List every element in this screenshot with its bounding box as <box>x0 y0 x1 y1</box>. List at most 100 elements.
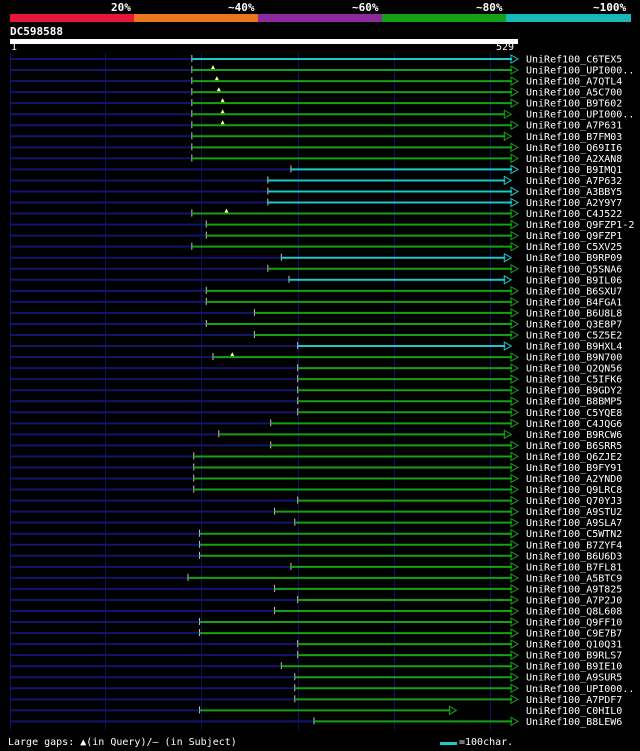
hit-label: UniRef100_Q3E8P7 <box>526 319 622 330</box>
hit-label: UniRef100_B6U8L8 <box>526 308 622 319</box>
hit-arrowhead <box>510 473 520 484</box>
hit-label: UniRef100_B9RCW6 <box>526 430 622 441</box>
hit-label: UniRef100_B9HXL4 <box>526 342 622 353</box>
hit-label: UniRef100_C5WTN2 <box>526 529 622 540</box>
hit-label: UniRef100_Q69II6 <box>526 143 622 154</box>
hit-label: UniRef100_Q70YJ3 <box>526 496 622 507</box>
hit-label: UniRef100_UPI000.. <box>526 110 634 121</box>
hit-arrowhead <box>510 661 520 672</box>
hit-label: UniRef100_B8LEW6 <box>526 717 622 728</box>
hit-arrowhead <box>510 506 520 517</box>
hit-label: UniRef100_B9IMQ1 <box>526 165 622 176</box>
hit-arrowhead <box>510 98 520 109</box>
hit-label: UniRef100_A2YND0 <box>526 474 622 485</box>
hit-arrowhead <box>510 219 520 230</box>
hit-label: UniRef100_C6TEX5 <box>526 55 622 66</box>
hit-label: UniRef100_UPI000.. <box>526 684 634 695</box>
hit-arrowhead <box>510 484 520 495</box>
hit-label: UniRef100_A9SLA7 <box>526 518 622 529</box>
hit-arrowhead <box>510 164 520 175</box>
hit-label: UniRef100_B9IL06 <box>526 275 622 286</box>
hit-label: UniRef100_A7P2J0 <box>526 595 622 606</box>
query-gap-marker <box>230 352 235 357</box>
hit-label: UniRef100_Q10Q31 <box>526 640 622 651</box>
scale-segment <box>382 14 507 22</box>
hit-label: UniRef100_A2Y9Y7 <box>526 198 622 209</box>
scale-segment <box>134 14 259 22</box>
hit-arrowhead <box>503 429 513 440</box>
percent-label: ~80% <box>476 1 503 14</box>
hit-arrowhead <box>510 230 520 241</box>
hit-label: UniRef100_B9N700 <box>526 353 622 364</box>
hit-arrowhead <box>510 584 520 594</box>
hit-arrowhead <box>510 561 520 572</box>
hit-arrowhead <box>510 683 520 694</box>
hit-arrowhead <box>510 650 520 661</box>
hit-arrowhead <box>510 76 520 86</box>
hit-label: UniRef100_B7ZYF4 <box>526 540 622 551</box>
percent-label: 20% <box>111 1 131 14</box>
hit-arrowhead <box>510 694 520 705</box>
query-gap-marker <box>214 76 219 81</box>
hit-label: UniRef100_C4JQG6 <box>526 419 622 430</box>
hit-label: UniRef100_Q9FZP1-2 <box>526 220 634 231</box>
hit-arrowhead <box>510 142 520 153</box>
hit-arrowhead <box>510 440 520 451</box>
hit-label: UniRef100_Q9LRC8 <box>526 485 622 496</box>
hit-label: UniRef100_B7FL81 <box>526 562 622 573</box>
query-end-label: 529 <box>496 42 515 53</box>
hit-arrowhead <box>510 308 520 318</box>
hit-arrowhead <box>510 617 520 627</box>
percent-label: ~40% <box>228 1 255 14</box>
hit-label: UniRef100_C9E7B7 <box>526 629 622 640</box>
hit-arrowhead <box>510 54 520 64</box>
percent-label: ~100% <box>593 1 627 14</box>
hit-label: UniRef100_C4J522 <box>526 209 622 220</box>
hit-arrowhead <box>510 241 520 252</box>
hit-label: UniRef100_Q6ZJE2 <box>526 452 622 463</box>
hit-arrowhead <box>503 252 513 263</box>
hit-arrowhead <box>510 352 520 362</box>
hit-arrowhead <box>510 197 520 208</box>
hit-label: UniRef100_Q2QN56 <box>526 364 622 375</box>
hit-arrowhead <box>510 418 520 429</box>
hit-arrowhead <box>510 385 520 396</box>
query-gap-marker <box>220 109 225 114</box>
hit-label: UniRef100_B4FGA1 <box>526 297 622 308</box>
hit-label: UniRef100_C5Z5E2 <box>526 331 622 342</box>
hit-label: UniRef100_B9GDY2 <box>526 386 622 397</box>
hit-arrowhead <box>510 628 520 638</box>
hit-label: UniRef100_A3BBY5 <box>526 187 622 198</box>
scale-label: =100char. <box>459 737 514 748</box>
hit-arrowhead <box>510 672 520 683</box>
hit-arrowhead <box>510 363 520 373</box>
query-start-label: 1 <box>11 42 18 53</box>
hit-label: UniRef100_A2XAN8 <box>526 154 622 165</box>
hit-label: UniRef100_A5C700 <box>526 88 622 99</box>
hit-arrowhead <box>510 87 520 97</box>
hit-arrowhead <box>510 65 520 75</box>
hit-label: UniRef100_B9T602 <box>526 99 622 110</box>
hit-arrowhead <box>510 606 520 616</box>
hit-label: UniRef100_B9RLS7 <box>526 651 622 662</box>
gap-legend: Large gaps: ▲(in Query)/– (in Subject) <box>8 737 237 748</box>
query-gap-marker <box>211 65 216 70</box>
hit-arrowhead <box>510 285 520 296</box>
query-gap-marker <box>220 98 225 103</box>
hit-arrowhead <box>510 550 520 561</box>
hit-arrowhead <box>510 153 520 164</box>
hit-arrowhead <box>510 573 520 583</box>
hit-label: UniRef100_C5IFK6 <box>526 375 622 386</box>
hit-arrowhead <box>510 495 520 506</box>
hit-arrowhead <box>510 120 520 131</box>
hit-arrowhead <box>510 263 520 274</box>
hit-label: UniRef100_A7P632 <box>526 176 622 187</box>
hit-label: UniRef100_A7PDF7 <box>526 695 622 706</box>
hit-arrowhead <box>503 131 513 142</box>
hit-arrowhead <box>510 208 520 219</box>
hit-label: UniRef100_A7P631 <box>526 121 622 132</box>
hit-arrowhead <box>503 175 513 186</box>
hit-label: UniRef100_C5XV25 <box>526 242 622 253</box>
